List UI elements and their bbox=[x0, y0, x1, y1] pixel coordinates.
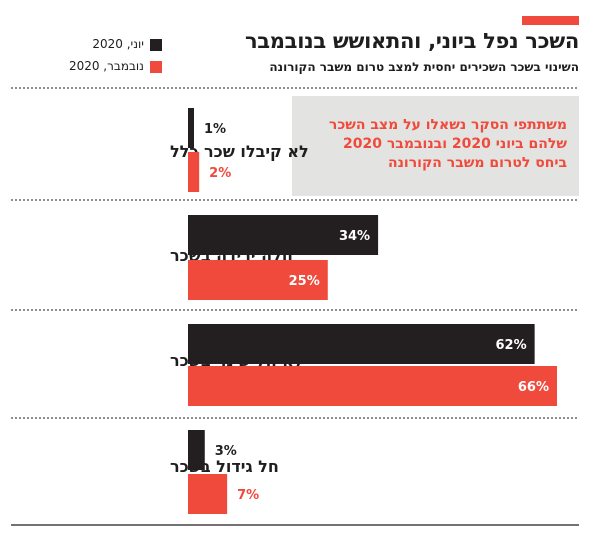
value-label-salary-decrease-november: 25% bbox=[289, 274, 320, 289]
bar-no-change-june bbox=[188, 324, 535, 364]
value-label-salary-decrease-june: 34% bbox=[339, 229, 370, 244]
legend-swatch-june bbox=[150, 39, 162, 51]
legend-label-november: נובמבר, 2020 bbox=[68, 59, 144, 73]
bar-salary-increase-june bbox=[188, 430, 205, 470]
category-label-no-salary: לא קיבלו שכר כלל bbox=[170, 142, 309, 161]
chart-subtitle: השינוי בשכר השכירים יחסית למצב טרום משבר… bbox=[269, 60, 579, 74]
bar-salary-decrease-november bbox=[188, 260, 328, 300]
value-label-no-salary-november: 2% bbox=[209, 166, 231, 181]
legend-swatch-november bbox=[150, 61, 162, 73]
note-text: משתתפי הסקר נשאלו על מצב השכר שלהם ביוני… bbox=[328, 117, 567, 171]
bar-no-salary-november bbox=[188, 152, 200, 192]
bar-no-salary-june bbox=[188, 108, 194, 148]
value-label-no-salary-june: 1% bbox=[204, 122, 226, 137]
value-label-no-change-june: 62% bbox=[496, 338, 527, 353]
bar-salary-increase-november bbox=[188, 474, 228, 514]
value-label-salary-increase-november: 7% bbox=[237, 488, 259, 503]
chart-title: השכר נפל ביוני, והתאושש בנובמבר bbox=[244, 29, 579, 53]
bar-salary-decrease-june bbox=[188, 215, 379, 255]
value-label-no-change-november: 66% bbox=[518, 380, 549, 395]
accent-bar bbox=[522, 16, 579, 25]
legend-label-june: יוני, 2020 bbox=[92, 37, 144, 51]
legend-item-november: נובמבר, 2020 bbox=[68, 59, 162, 75]
bar-no-change-november bbox=[188, 366, 557, 406]
note-box: משתתפי הסקר נשאלו על מצב השכר שלהם ביוני… bbox=[292, 96, 579, 196]
category-label-salary-increase: חל גידול בשכר bbox=[170, 457, 279, 476]
legend-item-june: יוני, 2020 bbox=[72, 37, 162, 53]
value-label-salary-increase-june: 3% bbox=[215, 444, 237, 459]
